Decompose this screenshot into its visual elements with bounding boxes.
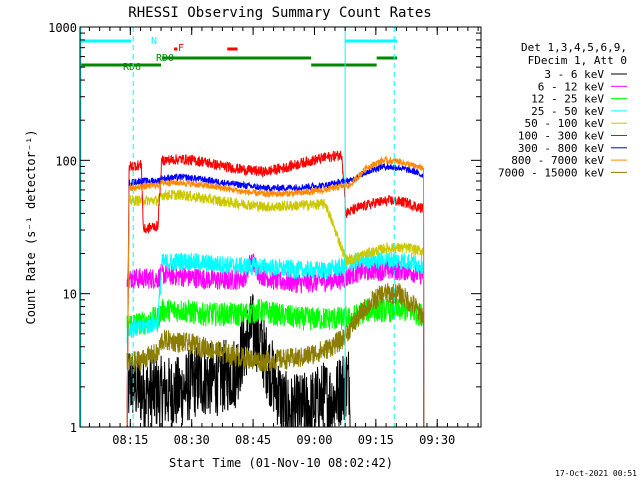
legend-label-300-800-kev: 300 - 800 keV — [518, 142, 604, 155]
series-line-800-7000-kev — [126, 155, 425, 428]
x-tick-label-08-15: 08:15 — [112, 433, 148, 447]
instrument-status-bars: N F RD0 RD6 — [80, 36, 398, 73]
status-label-rd6: RD6 — [123, 62, 141, 73]
legend-label-6-12-kev: 6 - 12 keV — [538, 80, 605, 93]
legend-label-3-6-kev: 3 - 6 keV — [544, 68, 604, 81]
legend-header-line-2: FDecim 1, Att 0 — [528, 54, 627, 67]
x-tick-label-09-00: 09:00 — [296, 433, 332, 447]
series-line-12-25-kev — [126, 298, 425, 428]
legend-label-7000-15000-kev: 7000 - 15000 keV — [498, 166, 604, 179]
series-line-3-6-kev — [126, 293, 351, 428]
status-label-f: F — [178, 43, 184, 54]
legend-header-line-1: Det 1,3,4,5,6,9, — [521, 41, 627, 54]
series-line-25-50-kev — [126, 249, 425, 428]
status-label-n: N — [151, 36, 157, 47]
x-axis-label: Start Time (01-Nov-10 08:02:42) — [169, 456, 393, 470]
vertical-markers — [80, 27, 395, 427]
series-line-50-100-kev — [126, 189, 425, 428]
series-line-300-800-kev — [126, 162, 425, 428]
series-line-6-12-kev — [126, 253, 425, 428]
series-line-7000-15000-kev — [126, 283, 425, 428]
x-tick-label-08-30: 08:30 — [174, 433, 210, 447]
series-line-100-300-kev — [126, 150, 425, 428]
y-tick-label-1: 1 — [70, 421, 77, 435]
legend-label-12-25-kev: 12 - 25 keV — [531, 93, 604, 106]
y-tick-label-10: 10 — [63, 288, 77, 302]
y-tick-label-1000: 1000 — [48, 21, 77, 35]
x-tick-label-09-30: 09:30 — [419, 433, 455, 447]
axes: 08:15 08:30 08:45 09:00 09:15 09:30 1 10 100 1000 — [48, 21, 481, 447]
y-axis-label: Count Rate (s⁻¹ detector⁻¹) — [24, 129, 38, 324]
status-label-rd0: RD0 — [156, 53, 174, 64]
x-tick-label-09-15: 09:15 — [358, 433, 394, 447]
series-lines — [126, 150, 425, 428]
legend-label-800-7000-kev: 800 - 7000 keV — [511, 154, 604, 167]
footer-date: 17-Oct-2021 00:51 — [555, 469, 637, 478]
legend: Det 1,3,4,5,6,9, FDecim 1, Att 0 3 - 6 k… — [498, 41, 627, 179]
legend-label-50-100-kev: 50 - 100 keV — [525, 117, 605, 130]
legend-label-100-300-kev: 100 - 300 keV — [518, 130, 604, 143]
legend-label-25-50-kev: 25 - 50 keV — [531, 105, 604, 118]
y-tick-label-100: 100 — [55, 154, 77, 168]
chart-title: RHESSI Observing Summary Count Rates — [128, 5, 431, 21]
x-tick-label-08-45: 08:45 — [235, 433, 271, 447]
plot-frame — [79, 26, 482, 428]
